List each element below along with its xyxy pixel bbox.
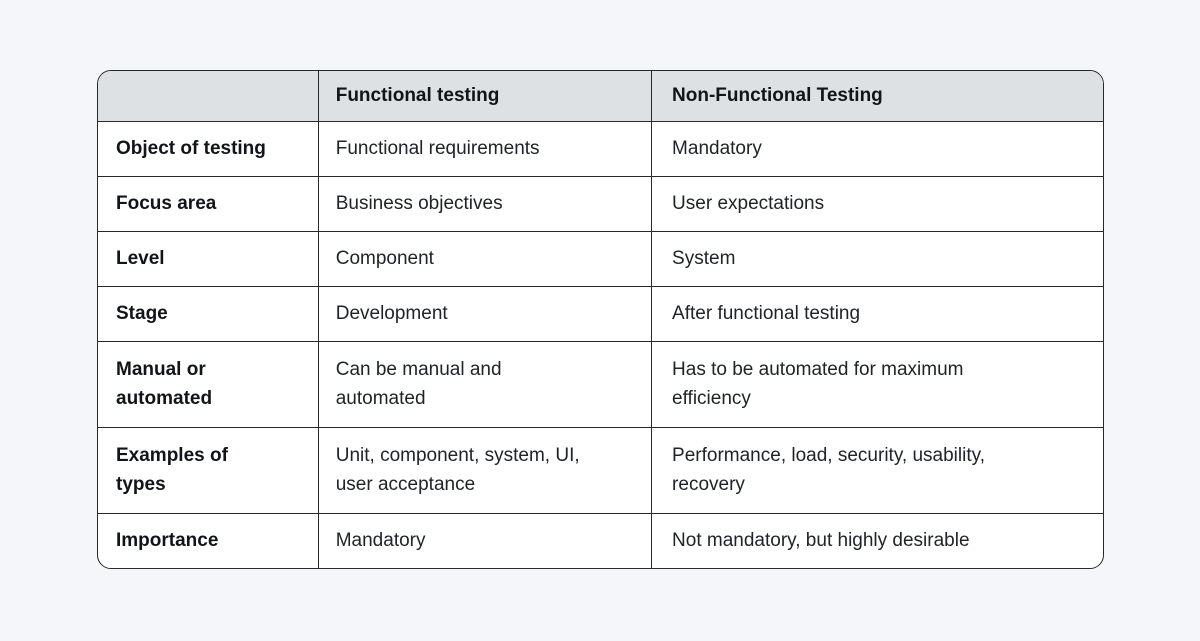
table-row-manual-or-automated: Manual or automated Can be manual and au…: [98, 340, 1103, 428]
aspect-cell: Manual or automated: [98, 340, 319, 428]
nonfunctional-cell: Has to be automated for maximum efficien…: [651, 340, 1103, 428]
nonfunctional-cell: After functional testing: [651, 285, 1103, 342]
table-row-level: Level Component System: [98, 230, 1103, 287]
nonfunctional-cell: Mandatory: [651, 120, 1103, 177]
table-row-importance: Importance Mandatory Not mandatory, but …: [98, 512, 1103, 568]
aspect-cell: Level: [98, 230, 319, 287]
aspect-cell: Importance: [98, 512, 319, 568]
functional-cell: Can be manual and automated: [317, 340, 653, 428]
aspect-cell: Object of testing: [98, 120, 319, 177]
table-row-examples-of-types: Examples of types Unit, component, syste…: [98, 426, 1103, 514]
nonfunctional-cell: Performance, load, security, usability, …: [651, 426, 1103, 514]
table-header-row: Functional testing Non-Functional Testin…: [98, 71, 1103, 122]
aspect-cell: Focus area: [98, 175, 319, 232]
functional-cell: Component: [317, 230, 653, 287]
header-empty-cell: [98, 71, 319, 122]
functional-cell: Unit, component, system, UI, user accept…: [317, 426, 653, 514]
aspect-cell: Stage: [98, 285, 319, 342]
functional-cell: Functional requirements: [317, 120, 653, 177]
functional-cell: Development: [317, 285, 653, 342]
nonfunctional-cell: User expectations: [651, 175, 1103, 232]
nonfunctional-cell: System: [651, 230, 1103, 287]
nonfunctional-cell: Not mandatory, but highly desirable: [651, 512, 1103, 568]
table-row-object-of-testing: Object of testing Functional requirement…: [98, 120, 1103, 177]
table-row-focus-area: Focus area Business objectives User expe…: [98, 175, 1103, 232]
comparison-table: Functional testing Non-Functional Testin…: [98, 71, 1103, 568]
comparison-table-card: Functional testing Non-Functional Testin…: [97, 70, 1104, 569]
functional-cell: Mandatory: [317, 512, 653, 568]
table-row-stage: Stage Development After functional testi…: [98, 285, 1103, 342]
header-functional-testing: Functional testing: [317, 71, 653, 122]
aspect-cell: Examples of types: [98, 426, 319, 514]
header-non-functional-testing: Non-Functional Testing: [651, 71, 1103, 122]
functional-cell: Business objectives: [317, 175, 653, 232]
